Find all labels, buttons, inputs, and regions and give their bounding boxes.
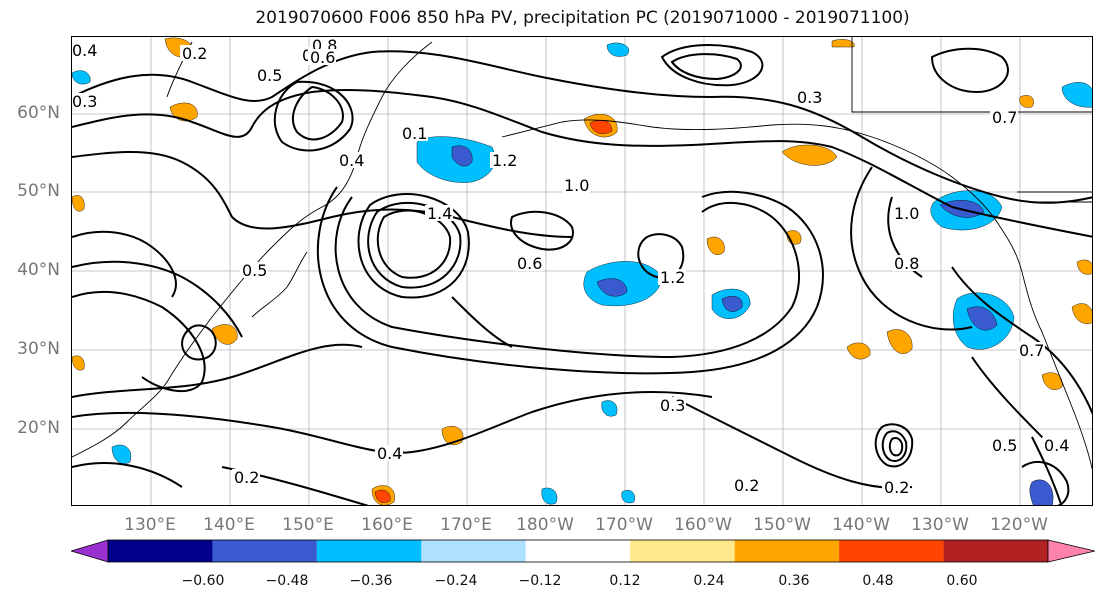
colorbar-tick-label: 0.12 [609,573,641,589]
contour-label: 0.4 [377,444,402,463]
lon-label: 130°W [911,515,969,535]
contour-label: 0.5 [242,261,267,280]
lon-label: 160°E [361,515,413,535]
coastlines [72,37,1092,470]
colorbar-tick-label: 0.48 [862,573,894,589]
contour-label: 0.6 [310,48,335,67]
lat-label-30n: 30°N [17,339,60,359]
precip-anomaly-shading [72,37,1092,505]
lat-label-50n: 50°N [17,181,60,201]
colorbar-min-extension [71,539,109,563]
contour-label: 1.4 [427,204,452,223]
contour-label: 0.1 [402,124,427,143]
contour-label: 0.2 [734,476,759,495]
contour-label: 0.3 [72,92,97,111]
lon-label: 150°W [753,515,811,535]
contour-label: 0.3 [660,396,685,415]
contour-labels: 0.4 0.2 0.5 0.3 0.8 0.6 0.3 0.4 0.1 1.2 … [72,37,1070,497]
lon-label: 140°W [832,515,890,535]
lon-label: 180°W [516,515,574,535]
contour-label: 1.2 [492,151,517,170]
colorbar-tick-label: −0.36 [349,573,393,589]
contour-label: 0.4 [72,41,97,60]
lon-label: 160°W [674,515,732,535]
colorbar-max-extension [1047,539,1095,563]
lon-label: 130°E [124,515,176,535]
colorbar-cell [734,540,840,562]
colorbar-tick-label: −0.60 [181,573,225,589]
colorbar-cell [943,540,1048,562]
contour-label: 0.6 [517,254,542,273]
colorbar-tick-label: −0.12 [518,573,562,589]
contour-label: 1.2 [660,268,685,287]
lon-label: 170°W [595,515,653,535]
lat-label-20n: 20°N [17,418,60,438]
contour-label: 0.2 [884,478,909,497]
contour-label: 0.4 [339,151,364,170]
contour-label: 1.0 [564,176,589,195]
colorbar-cell [421,540,526,562]
map-panel: 0.4 0.2 0.5 0.3 0.8 0.6 0.3 0.4 0.1 1.2 … [71,36,1093,506]
colorbar-cell [108,540,213,562]
contour-label: 0.5 [992,436,1017,455]
lon-label: 120°W [990,515,1048,535]
colorbar-cell [525,540,631,562]
colorbar-tick-label: −0.24 [434,573,478,589]
colorbar-cell [212,540,317,562]
colorbar-tick-label: 0.24 [693,573,725,589]
colorbar-tick-label: 0.36 [778,573,810,589]
lon-label: 150°E [282,515,334,535]
contour-label: 0.2 [182,44,207,63]
contour-label: 0.2 [234,468,259,487]
lat-label-60n: 60°N [17,103,60,123]
lon-label: 170°E [440,515,492,535]
contour-label: 0.4 [1044,436,1069,455]
graticule [72,37,1092,505]
colorbar-tick-label: 0.60 [946,573,978,589]
colorbar-cell [839,540,944,562]
map-canvas: 0.4 0.2 0.5 0.3 0.8 0.6 0.3 0.4 0.1 1.2 … [72,37,1092,505]
colorbar-cell [630,540,735,562]
contour-label: 0.5 [257,66,282,85]
lat-label-40n: 40°N [17,260,60,280]
contour-label: 1.0 [894,204,919,223]
contour-label: 0.3 [797,88,822,107]
colorbar-cell [316,540,422,562]
colorbar-cells [107,539,1049,563]
colorbar-tick-label: −0.48 [265,573,309,589]
lon-label: 140°E [203,515,255,535]
contour-label: 0.7 [1019,341,1044,360]
plot-title: 2019070600 F006 850 hPa PV, precipitatio… [255,8,910,28]
contour-label: 0.8 [894,254,919,273]
colorbar [71,539,1095,563]
contour-label: 0.7 [992,108,1017,127]
